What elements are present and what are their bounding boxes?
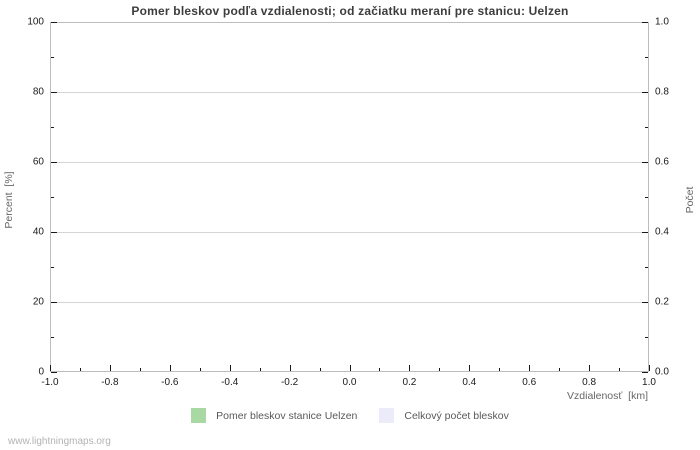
- watermark-link[interactable]: www.lightningmaps.org: [8, 436, 111, 447]
- chart-title: Pomer bleskov podľa vzdialenosti; od zač…: [131, 4, 569, 18]
- legend-label: Celkový počet bleskov: [404, 409, 509, 422]
- y-major-tick-left: [51, 162, 57, 163]
- legend: Pomer bleskov stanice Uelzen Celkový poče…: [0, 408, 700, 423]
- x-major-tick: [349, 365, 351, 371]
- plot-area: [50, 22, 650, 373]
- legend-label: Pomer bleskov stanice Uelzen: [216, 409, 358, 422]
- x-tick-label: 0.6: [522, 377, 537, 388]
- y-axis-label-left: Percent [%]: [3, 171, 15, 229]
- x-minor-tick: [319, 368, 321, 371]
- x-tick-label: -0.2: [280, 377, 299, 388]
- x-major-tick: [469, 365, 471, 371]
- x-minor-tick: [199, 368, 201, 371]
- y-minor-tick-left: [51, 337, 54, 338]
- y-minor-tick-left: [51, 197, 54, 198]
- gridline: [51, 162, 648, 163]
- legend-item: Pomer bleskov stanice Uelzen: [191, 408, 357, 423]
- y-minor-tick-right: [645, 57, 648, 58]
- y-tick-label-left: 60: [32, 156, 44, 168]
- x-tick-label: -0.4: [221, 377, 239, 388]
- y-tick-label-left: 100: [27, 16, 44, 28]
- y-major-tick-right: [642, 302, 648, 303]
- y-major-tick-left: [51, 302, 57, 303]
- x-minor-tick: [439, 368, 441, 371]
- gridline: [51, 232, 648, 233]
- y-tick-label-left: 80: [32, 86, 44, 98]
- x-tick-label: 0.2: [402, 377, 417, 388]
- x-major-tick: [109, 365, 111, 371]
- x-major-tick: [529, 365, 531, 371]
- y-major-tick-left: [51, 232, 57, 233]
- y-tick-label-right: 0.8: [655, 86, 669, 98]
- legend-swatch: [379, 408, 395, 423]
- x-minor-tick: [259, 368, 261, 371]
- y-tick-label-right: 0.4: [655, 226, 669, 238]
- y-major-tick-right: [642, 22, 648, 23]
- y-tick-label-right: 1.0: [655, 16, 669, 28]
- y-major-tick-right: [642, 232, 648, 233]
- legend-item: Celkový počet bleskov: [379, 408, 509, 423]
- x-major-tick: [229, 365, 231, 371]
- y-minor-tick-right: [645, 337, 648, 338]
- x-minor-tick: [139, 368, 141, 371]
- y-minor-tick-left: [51, 127, 54, 128]
- x-tick-label: -0.8: [101, 377, 119, 388]
- y-major-tick-left: [51, 372, 57, 373]
- x-tick-label: -0.6: [161, 377, 179, 388]
- x-minor-tick: [379, 368, 381, 371]
- y-minor-tick-right: [645, 127, 648, 128]
- y-tick-label-right: 0.6: [655, 156, 669, 168]
- y-major-tick-left: [51, 92, 57, 93]
- x-major-tick: [589, 365, 591, 371]
- x-tick-label: 0.4: [462, 377, 477, 388]
- y-major-tick-left: [51, 22, 57, 23]
- x-tick-label: -1.0: [41, 377, 59, 388]
- x-major-tick: [50, 365, 51, 371]
- x-tick-label: 1.0: [642, 377, 656, 388]
- y-minor-tick-right: [645, 197, 648, 198]
- y-tick-label-left: 40: [32, 226, 44, 238]
- x-tick-label: 0.0: [342, 377, 357, 388]
- gridline: [51, 92, 648, 93]
- x-major-tick: [409, 365, 411, 371]
- y-major-tick-right: [642, 162, 648, 163]
- x-axis-label: Vzdialenosť [km]: [567, 390, 648, 402]
- x-major-tick: [289, 365, 291, 371]
- y-tick-label-left: 0: [38, 366, 44, 378]
- x-minor-tick: [559, 368, 561, 371]
- x-major-tick: [169, 365, 171, 371]
- y-axis-label-right: Počet: [684, 186, 696, 214]
- x-major-tick: [649, 365, 650, 371]
- y-major-tick-right: [642, 92, 648, 93]
- y-minor-tick-right: [645, 267, 648, 268]
- y-minor-tick-left: [51, 57, 54, 58]
- x-tick-label: 0.8: [582, 377, 597, 388]
- x-minor-tick: [499, 368, 501, 371]
- y-major-tick-right: [642, 372, 648, 373]
- y-tick-label-left: 20: [32, 296, 44, 308]
- legend-swatch: [191, 408, 207, 423]
- y-tick-label-right: 0.0: [655, 366, 669, 378]
- y-tick-label-right: 0.2: [655, 296, 669, 308]
- gridline: [51, 302, 648, 303]
- y-minor-tick-left: [51, 267, 54, 268]
- x-minor-tick: [79, 368, 81, 371]
- x-minor-tick: [619, 368, 621, 371]
